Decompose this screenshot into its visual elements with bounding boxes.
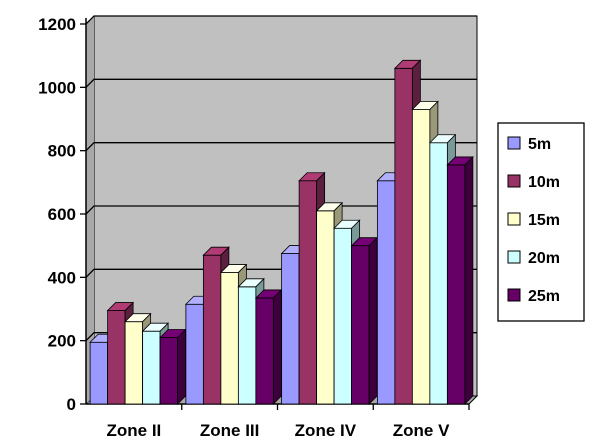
bar-zone-iv-25m <box>350 236 379 405</box>
legend-label: 25m <box>528 288 560 305</box>
bars <box>89 59 474 405</box>
y-tick-label: 600 <box>48 205 76 224</box>
x-tick-label: Zone III <box>200 421 260 440</box>
gridline-800 <box>85 142 477 152</box>
legend-swatch <box>507 136 521 150</box>
y-tick-label: 0 <box>67 395 76 414</box>
legend-label: 10m <box>528 174 560 191</box>
y-tick-label: 800 <box>48 142 76 161</box>
gridline-1000 <box>85 78 477 88</box>
legend-label: 15m <box>528 212 560 229</box>
gridline-1200 <box>85 15 477 25</box>
legend-label: 20m <box>528 250 560 267</box>
legend-swatch <box>507 288 521 302</box>
legend-swatch <box>507 250 521 264</box>
y-axis-ticks: 0 200 400 600 800 1000 1200 <box>38 15 86 414</box>
legend-label: 5m <box>528 136 551 153</box>
legend-item-5m: 5m <box>507 136 551 153</box>
bar-zone-iii-25m <box>254 288 283 405</box>
legend-item-10m: 10m <box>507 174 560 191</box>
gridline-600 <box>85 205 477 215</box>
legend-item-25m: 25m <box>507 288 560 305</box>
legend-swatch <box>507 174 521 188</box>
y-tick-label: 1000 <box>38 78 76 97</box>
bar-zone-v-25m <box>446 155 474 405</box>
bar-zone-ii-25m <box>159 328 187 405</box>
x-tick-label: Zone II <box>106 421 161 440</box>
x-tick-label: Zone IV <box>295 421 357 440</box>
legend-item-15m: 15m <box>507 212 560 229</box>
y-tick-label: 200 <box>48 332 76 351</box>
legend-swatch <box>507 212 521 226</box>
legend-item-20m: 20m <box>507 250 560 267</box>
legend: 5m 10m 15m 20m 25m <box>497 122 585 322</box>
x-axis-labels: Zone II Zone III Zone IV Zone V <box>106 404 470 440</box>
y-tick-label: 1200 <box>38 15 76 34</box>
x-tick-label: Zone V <box>393 421 450 440</box>
y-tick-label: 400 <box>48 268 76 287</box>
